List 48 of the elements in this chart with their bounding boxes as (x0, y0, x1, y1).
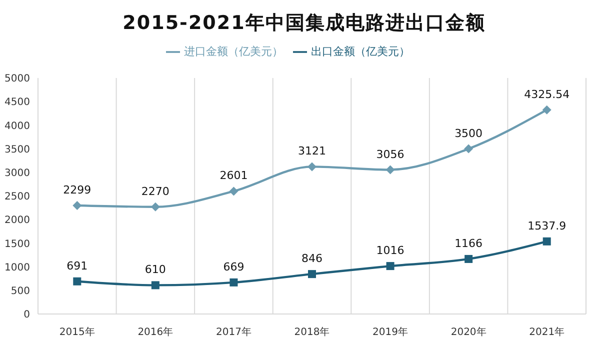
legend-label: 进口金额（亿美元） (184, 45, 283, 58)
point (72, 200, 82, 210)
data-label: 2601 (220, 169, 248, 182)
data-label: 610 (144, 263, 166, 276)
data-label: 669 (223, 260, 244, 274)
x-tick-label: 2020年 (450, 326, 486, 338)
data-label: 4325.54 (524, 88, 570, 101)
y-tick-label: 3000 (4, 168, 30, 179)
data-label: 2270 (141, 184, 170, 198)
data-label: 3056 (376, 148, 404, 161)
data-label: 3121 (298, 144, 326, 158)
point (229, 186, 238, 196)
point (464, 254, 473, 263)
point (308, 162, 316, 172)
data-label: 1537.9 (528, 219, 566, 232)
point (230, 278, 238, 286)
data-label: 1166 (454, 236, 483, 250)
point (73, 277, 82, 286)
point (542, 105, 552, 114)
y-tick-label: 3500 (4, 144, 30, 156)
point (386, 165, 395, 174)
x-tick-label: 2019年 (372, 326, 408, 338)
point (542, 237, 551, 246)
x-tick-label: 2021年 (529, 326, 565, 338)
legend-label: 出口金额（亿美元） (311, 45, 410, 58)
y-tick-label: 0 (24, 310, 30, 321)
point (464, 144, 474, 154)
y-tick-label: 500 (10, 286, 30, 297)
y-tick-label: 1000 (4, 262, 30, 274)
data-label: 2299 (63, 183, 92, 196)
point (151, 281, 160, 290)
x-tick-label: 2017年 (216, 326, 252, 338)
data-label: 1016 (376, 244, 404, 258)
x-tick-label: 2016年 (138, 326, 174, 338)
point (386, 262, 394, 270)
y-tick-label: 4000 (4, 120, 30, 132)
y-tick-label: 2500 (4, 192, 30, 203)
data-label: 846 (302, 252, 322, 266)
y-tick-label: 2000 (4, 215, 30, 226)
y-tick-label: 5000 (4, 74, 30, 85)
data-label: 3500 (454, 126, 483, 140)
y-tick-label: 4500 (4, 97, 30, 108)
x-tick-label: 2018年 (294, 326, 330, 338)
point (308, 270, 316, 278)
x-tick-label: 2015年 (59, 326, 95, 338)
y-tick-label: 1500 (4, 238, 30, 250)
data-label: 691 (66, 259, 88, 272)
chart-title: 2015-2021年中国集成电路进出口金额 (122, 11, 486, 36)
